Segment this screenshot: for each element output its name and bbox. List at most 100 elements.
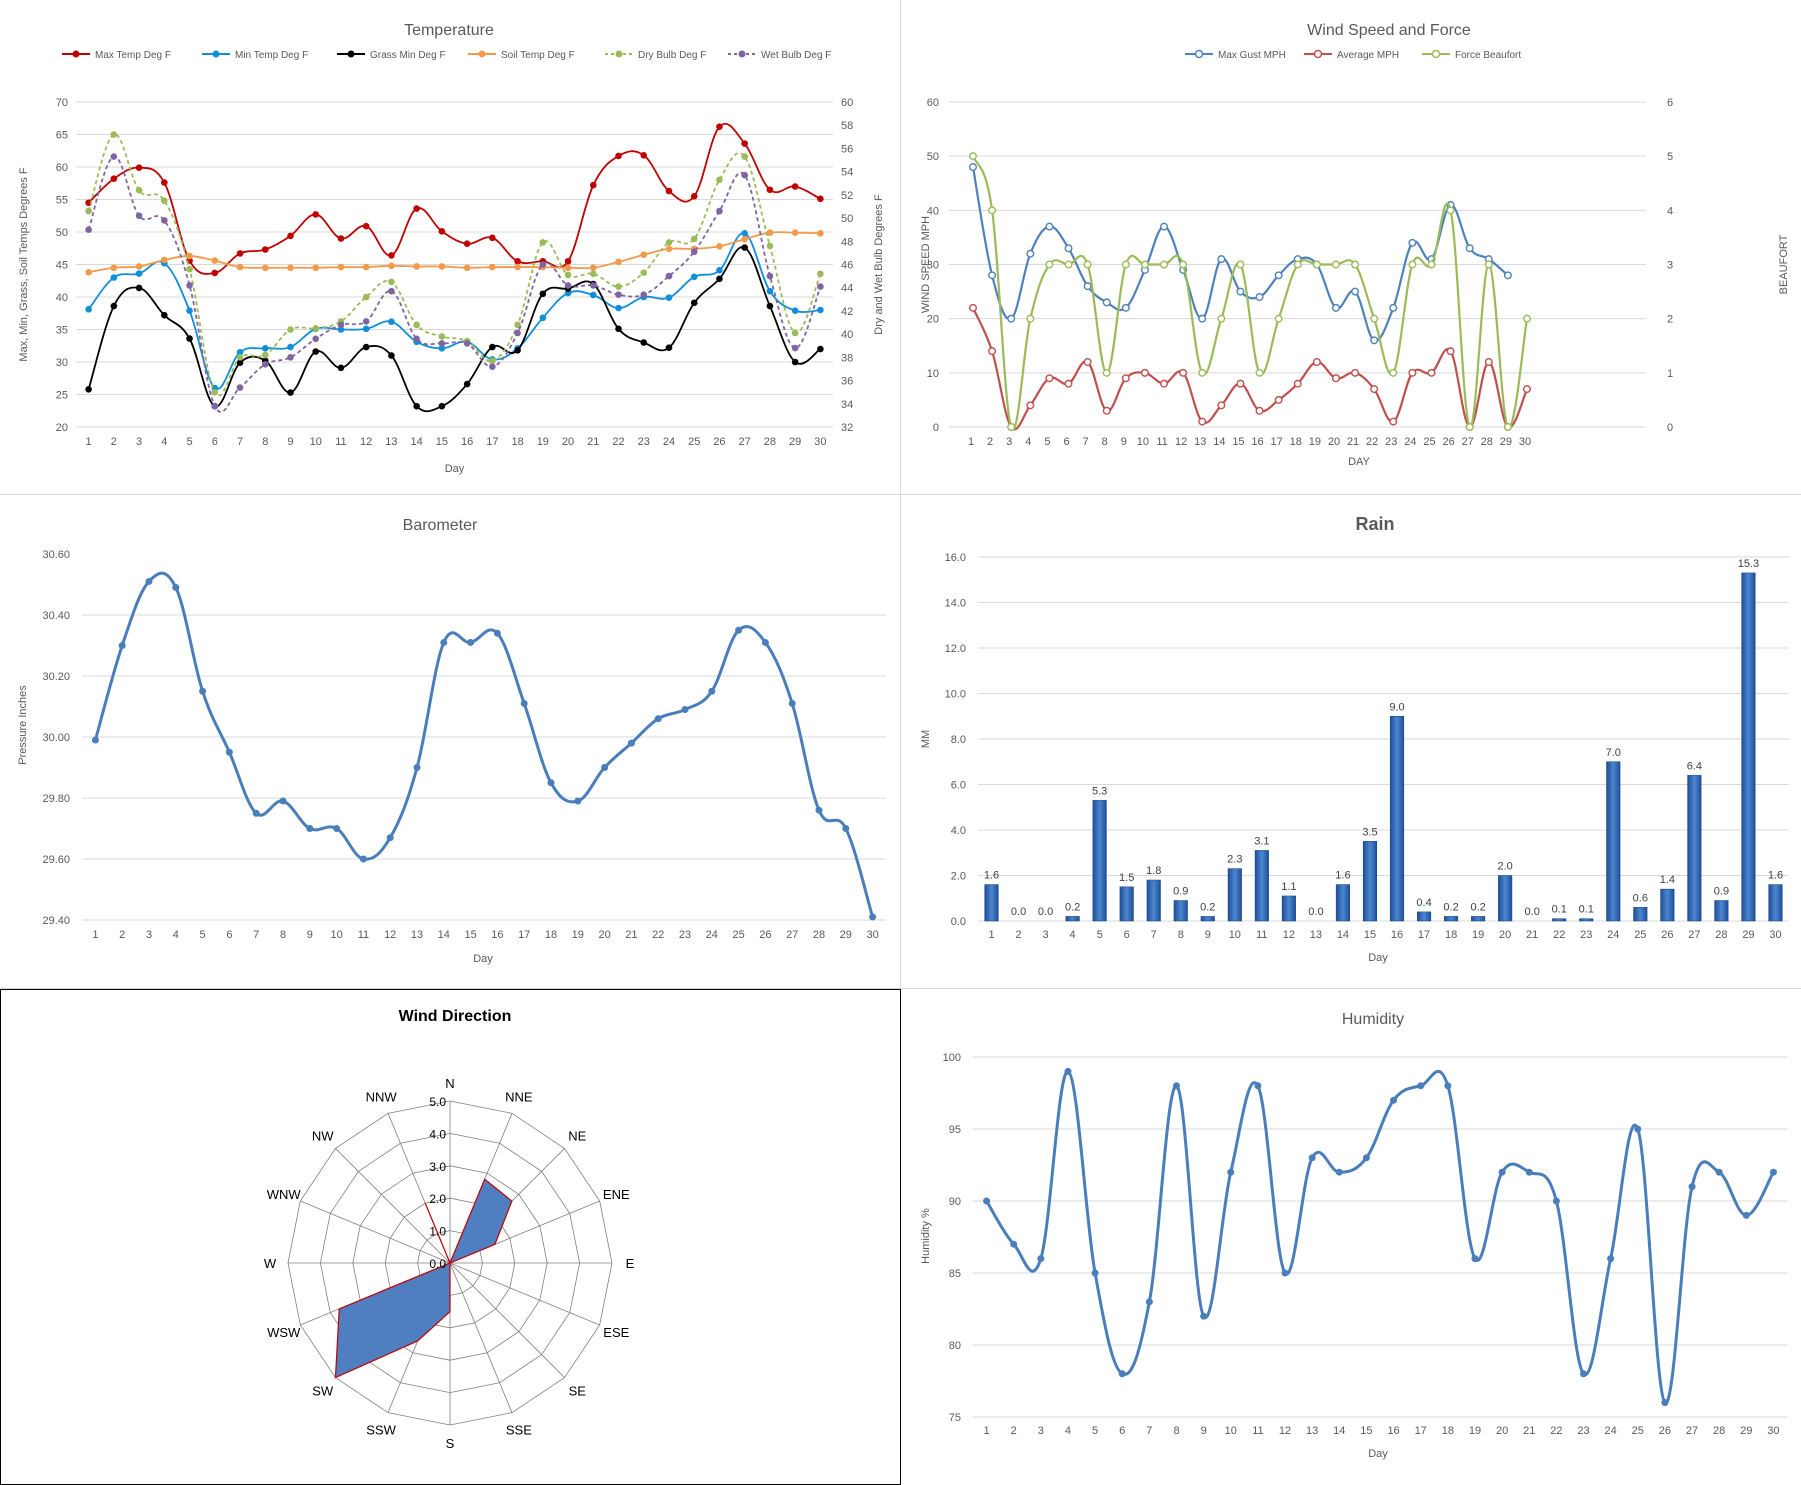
x-tick-label: 6: [1119, 1425, 1125, 1437]
x-tick-label: 6: [1063, 436, 1069, 448]
data-point: [1293, 260, 1302, 269]
wind-speed-chart-panel: Wind Speed and Force 0 10 20 30 40 50 60 0 1 2 3 4 5 6…: [901, 0, 1801, 495]
data-point: [1389, 417, 1398, 426]
legend-label: Grass Min Deg F: [370, 50, 446, 61]
data-point: [1200, 1312, 1208, 1320]
series-line: [971, 155, 1529, 431]
x-tick-label: 2: [111, 436, 117, 448]
y-tick-label-left: 40: [56, 292, 68, 304]
x-tick-label: 20: [1328, 436, 1340, 448]
data-point: [1331, 374, 1340, 383]
y-tick-label-right: 40: [841, 329, 853, 341]
y-tick-label-right: 56: [841, 143, 853, 155]
data-point: [817, 230, 824, 237]
bar: [1741, 572, 1756, 922]
data-label: 0.1: [1552, 904, 1567, 916]
legend-label: Force Beaufort: [1455, 50, 1521, 61]
data-point: [110, 302, 118, 310]
y-tick-label: 90: [949, 1196, 961, 1208]
x-tick-label: 14: [438, 929, 450, 941]
data-point: [716, 123, 723, 130]
x-tick-label: 26: [1442, 436, 1454, 448]
data-label: 15.3: [1738, 558, 1759, 570]
y-tick-label-left: 40: [927, 205, 939, 217]
rain-chart-panel: Rain 0.0 2.0 4.0 6.0 8.0 10.0 12.0 14.0 16.0 1 2 3 4 5…: [901, 495, 1801, 989]
data-point: [601, 764, 609, 771]
x-tick-label: 28: [1713, 1425, 1725, 1437]
data-point: [161, 256, 168, 264]
x-tick-label: 25: [1634, 929, 1646, 941]
data-point: [135, 212, 143, 220]
data-point: [1370, 385, 1379, 394]
data-point: [1045, 222, 1054, 231]
x-tick-label: 8: [280, 929, 286, 941]
x-tick-label: 29: [1742, 929, 1754, 941]
x-tick-label: 4: [173, 929, 179, 941]
data-point: [236, 250, 244, 257]
x-tick-label: 14: [1337, 929, 1349, 941]
data-point: [312, 325, 320, 332]
data-point: [766, 186, 774, 194]
data-point: [467, 638, 475, 646]
data-point: [665, 294, 673, 301]
x-tick-label: 13: [385, 436, 397, 448]
x-tick-label: 10: [1137, 436, 1149, 448]
data-label: 0.0: [1011, 906, 1026, 918]
x-tick-label: 14: [1213, 436, 1225, 448]
data-point: [1742, 1211, 1750, 1219]
data-point: [145, 577, 153, 585]
data-point: [1160, 222, 1169, 231]
legend-marker: [1313, 49, 1323, 59]
legend-label: Wet Bulb Deg F: [761, 50, 831, 61]
data-point: [589, 291, 597, 299]
x-tick-label: 10: [1229, 929, 1241, 941]
direction-label: ESE: [603, 1325, 629, 1340]
data-point: [388, 352, 395, 359]
data-point: [1121, 374, 1130, 383]
data-point: [337, 235, 345, 242]
legend-label: Max Temp Deg F: [95, 50, 171, 61]
y-tick-label-left: 60: [56, 162, 68, 174]
y-tick-label: 16.0: [945, 552, 966, 564]
x-tick-label: 6: [1124, 929, 1130, 941]
data-point: [1427, 368, 1436, 377]
data-point: [842, 825, 850, 832]
data-point: [1118, 1370, 1126, 1378]
data-point: [489, 234, 496, 242]
humidity-chart-panel: Humidity 75 80 85 90 95 100 1 2 3 4 5 6 7 8 9 10 11 12 13 14…: [901, 989, 1801, 1485]
data-label: 0.2: [1200, 901, 1215, 913]
data-point: [110, 274, 118, 281]
y-tick-label-right: 48: [841, 236, 853, 248]
x-tick-label: 9: [1121, 436, 1127, 448]
y-tick-label-left: 20: [927, 314, 939, 326]
x-tick-label: 4: [1065, 1425, 1071, 1437]
x-tick-label: 16: [1391, 929, 1403, 941]
data-point: [438, 402, 446, 410]
data-point: [1351, 287, 1360, 296]
x-tick-label: 13: [411, 929, 423, 941]
data-label: 0.0: [1308, 906, 1323, 918]
data-point: [589, 264, 597, 272]
data-point: [386, 834, 394, 842]
data-point: [564, 271, 572, 279]
x-tick-label: 7: [253, 929, 259, 941]
y-tick-label: 12.0: [945, 643, 966, 655]
data-point: [1293, 379, 1302, 388]
data-point: [817, 195, 824, 203]
x-axis-title: DAY: [1348, 456, 1370, 468]
x-tick-label: 5: [200, 929, 206, 941]
data-point: [791, 307, 799, 314]
data-point: [615, 152, 622, 160]
bar: [1146, 879, 1161, 922]
x-tick-label: 22: [1366, 436, 1378, 448]
data-point: [766, 229, 774, 236]
data-point: [85, 306, 92, 313]
data-point: [681, 706, 689, 714]
data-point: [1523, 314, 1532, 323]
x-tick-label: 26: [759, 929, 771, 941]
x-tick-label: 28: [813, 929, 825, 941]
data-point: [1140, 260, 1149, 269]
direction-label: E: [626, 1256, 635, 1271]
x-tick-label: 1: [92, 929, 98, 941]
data-point: [716, 267, 723, 274]
